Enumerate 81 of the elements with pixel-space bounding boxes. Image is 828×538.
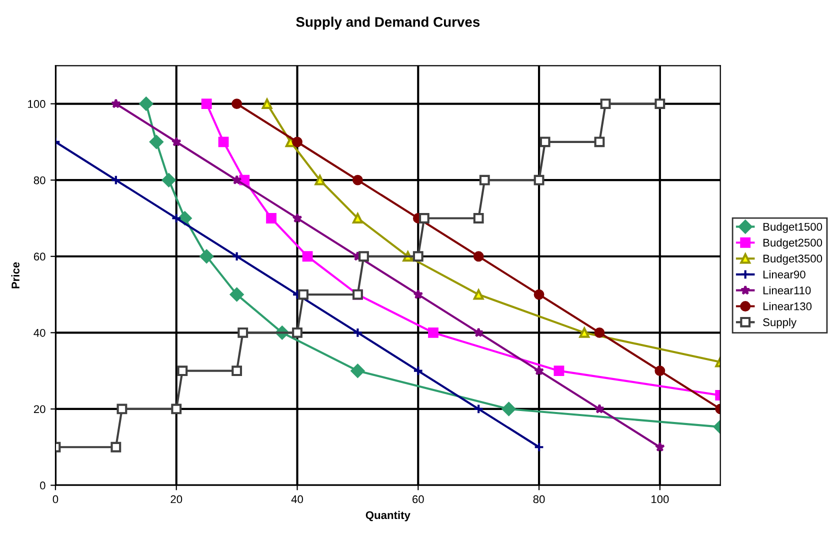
point — [218, 136, 229, 148]
point — [350, 364, 365, 378]
point — [579, 327, 590, 338]
point — [110, 442, 122, 452]
point — [232, 98, 242, 109]
legend-label: Budget1500 — [763, 222, 822, 233]
point — [302, 251, 313, 262]
point — [654, 366, 666, 376]
point — [238, 327, 248, 338]
point — [292, 136, 302, 148]
point — [534, 366, 544, 376]
legend-label: Budget3500 — [763, 254, 822, 265]
point — [412, 366, 424, 376]
x-tick-label: 0 — [52, 495, 58, 504]
x-tick-label: 20 — [170, 495, 182, 504]
point — [594, 327, 605, 338]
x-tick-label: 60 — [412, 495, 424, 504]
point — [298, 289, 309, 300]
y-tick-label: 100 — [28, 100, 46, 108]
y-tick-label: 60 — [34, 252, 46, 261]
point — [110, 174, 122, 186]
point — [171, 136, 182, 146]
point — [540, 136, 550, 148]
point — [232, 366, 242, 376]
x-axis-title: Quantity — [366, 510, 410, 522]
point — [201, 98, 212, 109]
point — [473, 404, 484, 414]
point — [162, 173, 176, 188]
point — [352, 174, 363, 186]
point — [352, 327, 363, 338]
legend-label: Budget2500 — [763, 238, 822, 249]
point — [232, 251, 242, 262]
point — [418, 213, 430, 224]
point — [474, 327, 484, 338]
point — [116, 404, 128, 414]
point — [110, 98, 121, 108]
point — [534, 289, 544, 300]
point — [479, 174, 490, 186]
point — [413, 289, 424, 299]
y-tick-label: 20 — [34, 405, 46, 414]
point — [600, 98, 611, 109]
point — [139, 96, 154, 111]
point — [473, 213, 484, 224]
point — [428, 327, 438, 338]
point — [534, 442, 544, 452]
point — [292, 327, 302, 338]
point — [654, 442, 665, 452]
point — [149, 134, 164, 149]
point — [171, 404, 182, 414]
point — [554, 366, 564, 376]
y-tick-label: 0 — [40, 482, 46, 490]
point — [171, 213, 182, 224]
x-tick-label: 40 — [291, 495, 303, 504]
x-tick-label: 80 — [533, 495, 545, 504]
point — [352, 213, 363, 224]
point — [473, 251, 484, 262]
y-tick-label: 40 — [34, 328, 46, 337]
point — [266, 213, 276, 224]
point — [200, 249, 214, 264]
point — [358, 251, 369, 262]
legend-label: Linear110 — [763, 286, 811, 294]
point — [230, 288, 244, 302]
legend-label: Linear90 — [763, 270, 806, 278]
chart-title: Supply and Demand Curves — [296, 16, 480, 30]
point — [502, 402, 516, 416]
y-axis-title: Price — [11, 262, 20, 288]
point — [594, 136, 605, 148]
point — [292, 213, 302, 223]
y-tick-label: 80 — [34, 176, 46, 184]
point — [594, 404, 604, 414]
legend-label: Linear130 — [763, 302, 812, 310]
point — [262, 98, 272, 109]
point — [232, 174, 242, 184]
point — [473, 289, 484, 300]
x-tick-label: 100 — [651, 495, 669, 504]
point — [534, 174, 544, 186]
point — [177, 366, 188, 376]
point — [314, 174, 326, 186]
point — [654, 98, 666, 109]
legend-label: Supply — [763, 318, 797, 328]
point — [412, 251, 424, 262]
